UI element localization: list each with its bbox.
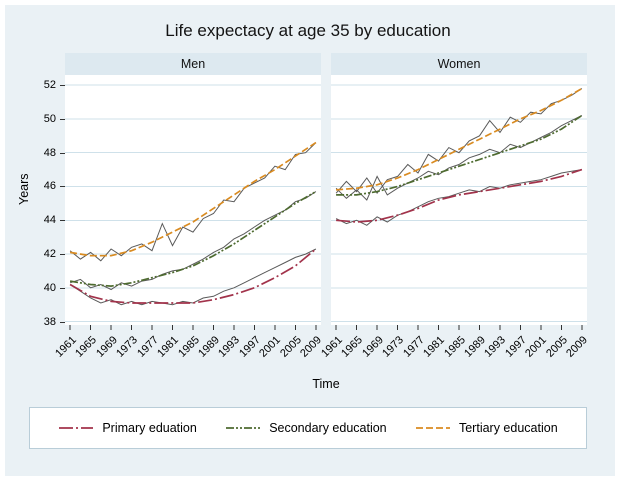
trend-line [336, 87, 583, 191]
legend-line-sample [59, 427, 94, 429]
y-tick-mark [60, 118, 65, 120]
x-tick-label: 1965 [339, 334, 366, 360]
trend-line [336, 114, 583, 196]
trend-line [69, 190, 317, 287]
y-axis-ticks: 38 40 42 44 46 48 50 52 [33, 53, 65, 328]
x-tick-label: 2009 [564, 334, 591, 360]
x-tick-label: 1981 [421, 334, 448, 360]
x-tick-label: 2009 [298, 334, 325, 360]
y-tick-mark [60, 85, 65, 87]
x-tick-label: 1973 [114, 334, 141, 360]
x-tick-label: 1989 [196, 334, 222, 360]
chart-title: Life expectacy at age 35 by education [165, 21, 451, 40]
x-tick-label: 1961 [52, 334, 79, 360]
y-tick-label: 40 [43, 281, 56, 294]
legend-label: Secondary education [269, 421, 387, 435]
plot-women [331, 75, 587, 330]
panel-title: Men [65, 53, 321, 75]
x-axis-ticks: 1961 1965 1969 1973 1977 1981 1985 1989 1993 1997… [319, 331, 591, 373]
raw-line [335, 115, 583, 201]
x-axis-ticks: 1961 1965 1969 1973 1977 1981 1985 1989 1993 1997… [53, 331, 325, 373]
y-tick-mark [60, 152, 65, 154]
legend-item: Secondary education [225, 421, 387, 435]
y-tick-label: 38 [43, 315, 56, 328]
trend-line [336, 168, 583, 223]
x-tick-label: 1997 [237, 334, 263, 360]
x-tick-label: 2005 [278, 334, 304, 360]
legend-item: Tertiary education [415, 421, 558, 435]
trend-line [69, 141, 317, 257]
y-tick-mark [60, 287, 65, 289]
legend-item: Primary eduation [58, 421, 197, 435]
raw-line [335, 88, 583, 195]
legend: Primary eduation Secondary education Terti… [29, 407, 587, 449]
x-tick-label: 1973 [380, 334, 407, 360]
trend-line [69, 248, 317, 304]
legend-line-sample [415, 427, 450, 429]
panel-men: Men 1961 1965 1969 1973 1977 1981 1985 1989 1993 1… [53, 53, 325, 373]
y-tick-mark [60, 321, 65, 323]
chart-area: Years 38 40 42 44 46 48 50 52 Men 1961 1965 1969 19… [15, 53, 601, 373]
x-tick-label: 2005 [544, 334, 570, 360]
legend-label: Tertiary education [458, 421, 558, 435]
y-tick-mark [60, 254, 65, 256]
x-tick-label: 1977 [400, 334, 427, 360]
y-tick-mark [60, 220, 65, 222]
raw-line [69, 142, 317, 262]
y-tick-label: 46 [43, 180, 56, 193]
x-tick-label: 1985 [175, 334, 202, 360]
panel-women: Women 1961 1965 1969 1973 1977 1981 1985 1989 199… [319, 53, 591, 373]
x-tick-label: 1997 [503, 334, 529, 360]
x-tick-label: 1969 [93, 334, 120, 360]
x-tick-label: 1981 [155, 334, 182, 360]
y-axis-label: Years [17, 173, 31, 205]
x-tick-label: 1969 [359, 334, 386, 360]
y-tick-label: 42 [43, 248, 56, 261]
panel-title: Women [331, 53, 587, 75]
y-tick-label: 44 [43, 214, 56, 227]
x-tick-label: 1993 [216, 334, 243, 360]
x-tick-label: 1965 [73, 334, 100, 360]
x-tick-label: 2001 [257, 334, 284, 360]
raw-line [69, 248, 317, 306]
x-tick-label: 1961 [318, 334, 345, 360]
x-tick-label: 1985 [441, 334, 468, 360]
x-tick-label: 1989 [462, 334, 488, 360]
x-tick-label: 1993 [482, 334, 509, 360]
y-tick-mark [60, 186, 65, 188]
panels-container: Men 1961 1965 1969 1973 1977 1981 1985 1989 1993 1… [53, 53, 591, 373]
y-tick-label: 48 [43, 146, 56, 159]
x-tick-label: 2001 [523, 334, 550, 360]
y-tick-label: 50 [43, 112, 56, 125]
x-tick-label: 1977 [134, 334, 161, 360]
raw-line [335, 169, 582, 226]
y-tick-label: 52 [43, 79, 56, 92]
x-axis-label: Time [312, 377, 340, 391]
legend-label: Primary eduation [102, 421, 197, 435]
legend-line-sample [226, 427, 261, 429]
raw-line [69, 191, 317, 291]
plot-men [65, 75, 321, 330]
